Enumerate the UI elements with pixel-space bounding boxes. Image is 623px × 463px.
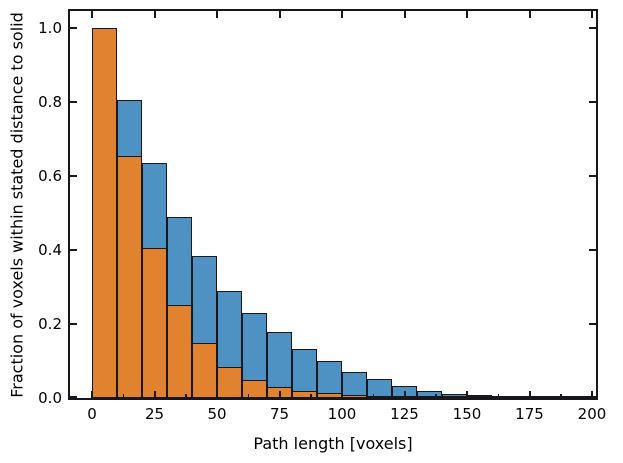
y-axis-label: Fraction of voxels within stated distanc… <box>7 12 27 398</box>
x-major-tick-top <box>278 11 281 18</box>
x-tick-label: 125 <box>390 405 419 423</box>
y-tick-label: 0.2 <box>38 315 62 333</box>
x-tick-label: 150 <box>452 405 482 423</box>
x-tick-label: 50 <box>207 405 227 423</box>
plot-canvas <box>70 11 596 398</box>
orange-histogram-bar <box>242 380 267 398</box>
y-major-tick-right <box>589 396 596 398</box>
blue-histogram-bar <box>317 361 342 398</box>
orange-histogram-bar <box>167 305 192 398</box>
x-axis-label: Path length [voxels] <box>253 434 413 453</box>
blue-histogram-bar <box>292 349 317 398</box>
x-tick-label: 25 <box>144 405 165 423</box>
x-major-tick-top <box>528 11 531 18</box>
x-major-tick-bottom <box>466 391 468 398</box>
y-major-tick-right <box>589 249 596 251</box>
x-minor-tick <box>560 394 562 398</box>
x-minor-tick <box>435 394 437 398</box>
x-major-tick-bottom <box>216 391 218 398</box>
y-major-tick-left <box>70 396 77 398</box>
orange-histogram-bar <box>217 367 242 398</box>
y-major-tick-left <box>70 27 77 29</box>
y-tick-label: 0.4 <box>38 241 62 259</box>
x-major-tick-bottom <box>153 391 156 398</box>
x-major-tick-top <box>216 11 218 18</box>
y-tick-label: 0.6 <box>38 167 62 185</box>
y-major-tick-left <box>70 101 77 103</box>
y-major-tick-right <box>589 27 596 29</box>
orange-histogram-bar <box>442 396 467 398</box>
x-tick-label: 0 <box>87 405 97 423</box>
blue-histogram-bar <box>492 396 517 398</box>
x-major-tick-bottom <box>591 391 593 398</box>
y-major-tick-right <box>589 323 596 325</box>
y-major-tick-left <box>70 323 77 325</box>
x-tick-label: 100 <box>327 405 357 423</box>
x-minor-tick <box>185 394 187 398</box>
x-major-tick-bottom <box>528 391 531 398</box>
x-minor-tick <box>497 394 499 398</box>
orange-histogram-bar <box>92 28 117 398</box>
orange-histogram-bar <box>317 393 342 398</box>
orange-histogram-bar <box>367 396 392 398</box>
orange-histogram-bar <box>292 391 317 398</box>
x-minor-tick <box>122 394 124 398</box>
y-major-tick-left <box>70 175 77 177</box>
x-major-tick-top <box>591 11 593 18</box>
blue-histogram-bar <box>342 372 367 398</box>
x-minor-tick <box>310 394 312 398</box>
y-tick-label: 0.8 <box>38 93 62 111</box>
blue-histogram-bar <box>542 396 567 398</box>
x-major-tick-top <box>341 11 343 18</box>
x-major-tick-top <box>403 11 406 18</box>
y-major-tick-right <box>589 175 596 177</box>
x-tick-label: 75 <box>269 405 290 423</box>
x-tick-label: 200 <box>577 405 607 423</box>
x-major-tick-top <box>153 11 156 18</box>
plot-area <box>68 9 598 400</box>
x-major-tick-bottom <box>403 391 406 398</box>
y-major-tick-left <box>70 249 77 251</box>
x-minor-tick <box>372 394 374 398</box>
y-tick-label: 1.0 <box>38 19 62 37</box>
x-tick-label: 175 <box>515 405 544 423</box>
x-major-tick-top <box>466 11 468 18</box>
x-major-tick-top <box>91 11 93 18</box>
x-major-tick-bottom <box>278 391 281 398</box>
x-major-tick-bottom <box>91 391 93 398</box>
orange-histogram-bar <box>192 343 217 398</box>
orange-histogram-bar <box>117 156 142 398</box>
y-tick-label: 0.0 <box>38 389 62 407</box>
y-major-tick-right <box>589 101 596 103</box>
orange-histogram-bar <box>142 248 167 398</box>
x-minor-tick <box>247 394 249 398</box>
x-major-tick-bottom <box>341 391 343 398</box>
orange-histogram-bar <box>417 396 442 398</box>
orange-histogram-bar <box>467 396 492 398</box>
orange-histogram-bar <box>342 395 367 398</box>
